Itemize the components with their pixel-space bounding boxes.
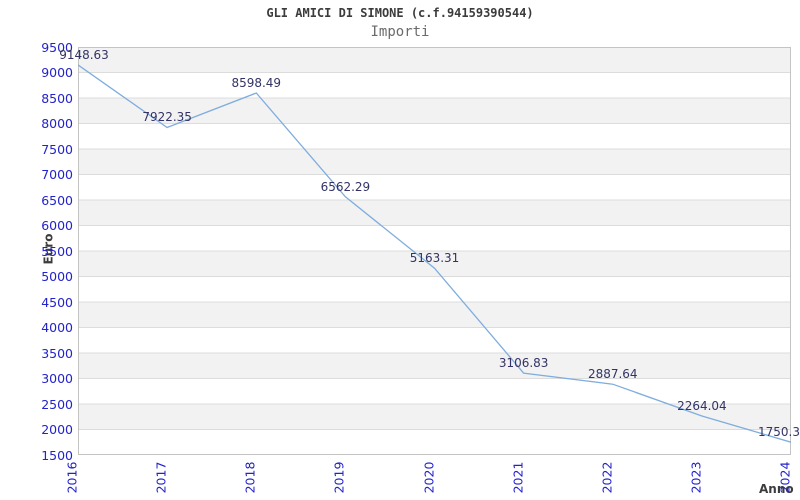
y-tick-label: 2000	[41, 422, 73, 437]
x-tick-label: 2020	[421, 461, 436, 493]
y-tick-label: 7500	[41, 141, 73, 157]
y-tick-label: 6000	[41, 218, 73, 233]
y-tick-label: 9500	[41, 39, 73, 55]
shaded-band	[78, 47, 791, 73]
data-point-label: 2264.04	[677, 399, 727, 414]
y-tick-label: 3500	[41, 345, 73, 361]
y-tick-label: 9000	[41, 65, 73, 80]
y-tick-label: 6500	[41, 192, 73, 208]
y-tick-label: 5500	[41, 243, 73, 259]
shaded-band	[78, 149, 791, 175]
data-point-label: 1750.3	[758, 425, 800, 440]
y-tick-label: 2500	[41, 396, 73, 412]
y-tick-label: 7000	[41, 167, 73, 182]
x-tick-label: 2022	[599, 461, 615, 493]
data-point-label: 6562.29	[320, 179, 371, 194]
data-point-label: 5163.31	[409, 251, 460, 266]
y-tick-label: 4000	[41, 320, 73, 335]
chart-title: GLI AMICI DI SIMONE (c.f.94159390544)	[266, 6, 534, 20]
shaded-band	[78, 251, 791, 277]
y-tick-label: 1500	[41, 447, 73, 463]
data-point-label: 7922.35	[142, 110, 192, 125]
shaded-band	[78, 200, 791, 226]
x-tick-label: 2016	[64, 461, 80, 493]
y-tick-label: 5000	[41, 269, 73, 284]
x-tick-label: 2024	[777, 461, 793, 493]
x-tick-label: 2019	[331, 461, 347, 493]
data-point-label: 2887.64	[587, 367, 638, 382]
data-point-label: 8598.49	[231, 75, 282, 90]
data-point-label: 9148.63	[59, 47, 109, 62]
x-axis-label: Anno	[759, 482, 794, 496]
y-tick-label: 3000	[41, 371, 73, 386]
chart-subtitle: Importi	[370, 24, 430, 40]
x-tick-label: 2021	[510, 461, 526, 493]
x-tick-label: 2023	[688, 461, 704, 493]
shaded-band	[78, 98, 791, 124]
shaded-band	[78, 302, 791, 328]
chart-canvas	[77, 46, 792, 456]
plot-area	[77, 46, 792, 456]
shaded-band	[78, 404, 791, 430]
y-tick-label: 8000	[41, 116, 73, 131]
y-tick-label: 4500	[41, 294, 73, 310]
x-tick-label: 2018	[242, 461, 258, 493]
data-point-label: 3106.83	[498, 356, 549, 371]
y-tick-label: 8500	[41, 90, 73, 106]
data-line-series	[77, 64, 792, 443]
shaded-band	[78, 353, 791, 379]
x-tick-label: 2017	[153, 461, 169, 493]
plot-border	[78, 47, 791, 455]
